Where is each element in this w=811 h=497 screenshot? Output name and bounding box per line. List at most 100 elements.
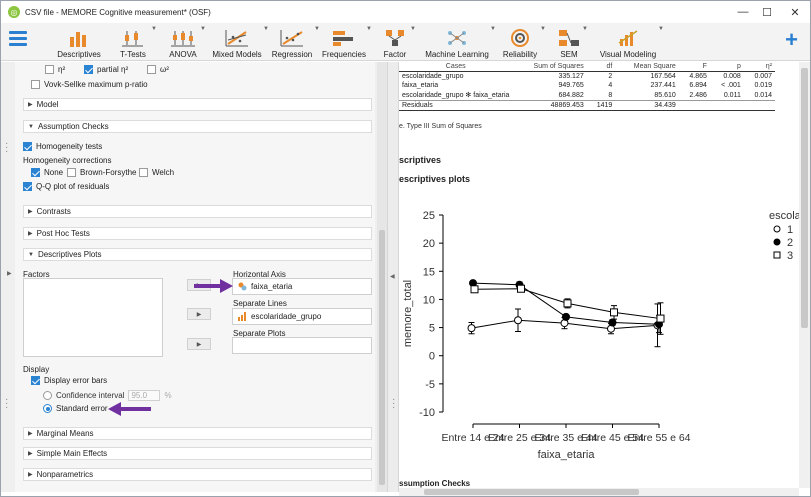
x-tick-label: Entre 35 e 44 <box>534 432 597 444</box>
mixed-models-icon <box>225 28 249 48</box>
factors-label: Factors <box>23 270 50 279</box>
ribbon-visual-modeling[interactable]: ▼ Visual Modeling <box>599 26 664 59</box>
x-tick-label: Entre 14 e 24 <box>441 432 504 444</box>
results-vertical-scrollbar[interactable] <box>799 62 810 488</box>
standard-error-option[interactable]: Standard error <box>43 404 108 413</box>
factors-list[interactable] <box>23 278 163 357</box>
y-tick-label: 15 <box>423 266 435 278</box>
eta-sq-option[interactable]: η² <box>45 65 65 74</box>
section-post-hoc[interactable]: ▶ Post Hoc Tests <box>23 227 372 240</box>
table-note: e. Type III Sum of Squares <box>399 123 482 130</box>
section-nonparametrics[interactable]: ▶ Nonparametrics <box>23 468 372 481</box>
ordinal-variable-icon <box>238 312 246 321</box>
y-axis-label: memore_total <box>402 280 414 347</box>
data-point <box>562 312 570 321</box>
move-to-separate-lines-button[interactable]: ▶ <box>187 308 211 320</box>
homogeneity-tests-option[interactable]: Homogeneity tests <box>23 142 102 151</box>
x-tick-label: Entre 25 e 34 <box>488 432 551 444</box>
correction-welch-option[interactable]: Welch <box>139 168 174 177</box>
horizontal-axis-field[interactable]: faixa_etaria <box>232 278 372 295</box>
legend-label: 1 <box>787 224 793 236</box>
y-tick-label: 20 <box>423 238 435 250</box>
confidence-interval-option[interactable]: Confidence interval 95.0% <box>43 390 172 401</box>
ribbon-anova[interactable]: ▼ ANOVA <box>169 26 206 59</box>
collapse-left-icon[interactable]: ◀ <box>390 274 395 280</box>
partial-eta-sq-option[interactable]: partial η² <box>84 65 128 74</box>
anova-icon <box>171 28 195 48</box>
display-error-bars-option[interactable]: Display error bars <box>31 376 107 385</box>
legend-marker <box>773 225 781 233</box>
separate-plots-field[interactable] <box>232 337 372 354</box>
ribbon-reliability[interactable]: ▼ Reliability <box>502 26 546 59</box>
ribbon-frequencies[interactable]: ▼ Frequencies <box>321 26 372 59</box>
reliability-icon <box>510 28 530 48</box>
section-model[interactable]: ▶ Model <box>23 98 372 111</box>
regression-icon <box>280 28 304 48</box>
close-button[interactable]: ✕ <box>790 6 800 19</box>
move-to-separate-plots-button[interactable]: ▶ <box>187 338 211 350</box>
y-tick-label: -5 <box>425 379 435 391</box>
data-point <box>610 308 618 317</box>
visual-modeling-icon <box>617 28 639 48</box>
horizontal-axis-label: Horizontal Axis <box>233 270 286 279</box>
ribbon-descriptives[interactable]: Descriptives <box>56 25 102 59</box>
menu-icon[interactable] <box>9 31 27 49</box>
options-scrollbar[interactable] <box>377 62 387 492</box>
omega-sq-option[interactable]: ω² <box>147 65 169 74</box>
correction-none-option[interactable]: None <box>31 168 63 177</box>
panel-splitter[interactable]: ◀ · · · <box>387 62 399 492</box>
expand-left-icon[interactable]: ▶ <box>7 271 12 277</box>
drag-handle-icon[interactable]: · · · <box>5 138 9 157</box>
frequencies-icon <box>332 28 356 48</box>
display-label: Display <box>23 365 50 374</box>
section-contrasts[interactable]: ▶ Contrasts <box>23 205 372 218</box>
ribbon-mixed-models[interactable]: ▼ Mixed Models <box>212 26 269 59</box>
qq-plot-option[interactable]: Q-Q plot of residuals <box>23 182 109 191</box>
maximize-button[interactable]: ☐ <box>762 6 772 19</box>
ribbon-factor[interactable]: ▼ Factor <box>383 26 416 59</box>
drag-handle-icon[interactable]: · · · <box>5 394 9 413</box>
ribbon-regression[interactable]: ▼ Regression <box>271 26 320 59</box>
data-point <box>656 314 665 323</box>
data-point <box>563 299 572 308</box>
ribbon-t-tests[interactable]: ▼ T-Tests <box>120 26 157 59</box>
correction-brown-forsythe-option[interactable]: Brown-Forsythe <box>67 168 136 177</box>
section-descriptives-plots[interactable]: ▼ Descriptives Plots <box>23 248 372 261</box>
add-module-button[interactable]: + <box>785 27 798 52</box>
analysis-options-panel: · · · ▶ · · · η² partial η² ω² Vovk-Sellke m… <box>1 62 387 492</box>
options-form <box>15 62 375 492</box>
vovk-sellke-option[interactable]: Vovk-Sellke maximum p-ratio <box>31 80 148 89</box>
legend-title: escola <box>769 210 799 222</box>
y-tick-label: 25 <box>423 210 435 222</box>
data-point <box>514 316 522 325</box>
ribbon-sem[interactable]: ▼ SEM <box>557 25 588 59</box>
drag-handle-icon[interactable]: · · · <box>392 394 396 413</box>
section-marginal-means[interactable]: ▶ Marginal Means <box>23 427 372 440</box>
legend-marker <box>773 251 781 259</box>
results-horizontal-scrollbar[interactable] <box>399 488 799 496</box>
machine-learning-icon <box>446 28 468 48</box>
ci-level-input[interactable]: 95.0 <box>128 390 161 401</box>
legend-label: 2 <box>787 237 793 249</box>
table-row: escolaridade_grupo ✻ faixa_etaria 684.882… <box>402 91 772 100</box>
window-title: CSV file - MEMORE Cognitive measurement*… <box>25 7 211 17</box>
nominal-variable-icon <box>238 282 247 291</box>
legend-marker <box>773 238 781 246</box>
factor-icon <box>384 28 406 48</box>
table-header-row: Cases Sum of Squares df Mean Square F p … <box>399 62 775 72</box>
separate-lines-field[interactable]: escolaridade_grupo <box>232 308 372 325</box>
y-tick-label: 5 <box>429 323 435 335</box>
separate-lines-label: Separate Lines <box>233 299 287 308</box>
x-tick-label: Entre 55 e 64 <box>627 432 690 444</box>
ribbon-machine-learning[interactable]: ▼ Machine Learning <box>425 26 496 59</box>
sem-icon <box>558 28 580 48</box>
ribbon-toolbar: Descriptives ▼ T-Tests ▼ ANOVA ▼ Mixed M… <box>1 23 810 61</box>
section-simple-main-effects[interactable]: ▶ Simple Main Effects <box>23 447 372 460</box>
table-row: escolaridade_grupo 335.127 2 167.564 4.865 0.… <box>402 73 772 80</box>
title-bar: ◎ CSV file - MEMORE Cognitive measuremen… <box>1 1 810 23</box>
section-assumption-checks[interactable]: ▼ Assumption Checks <box>23 120 372 133</box>
minimize-button[interactable]: — <box>737 6 749 18</box>
data-point <box>470 285 479 294</box>
